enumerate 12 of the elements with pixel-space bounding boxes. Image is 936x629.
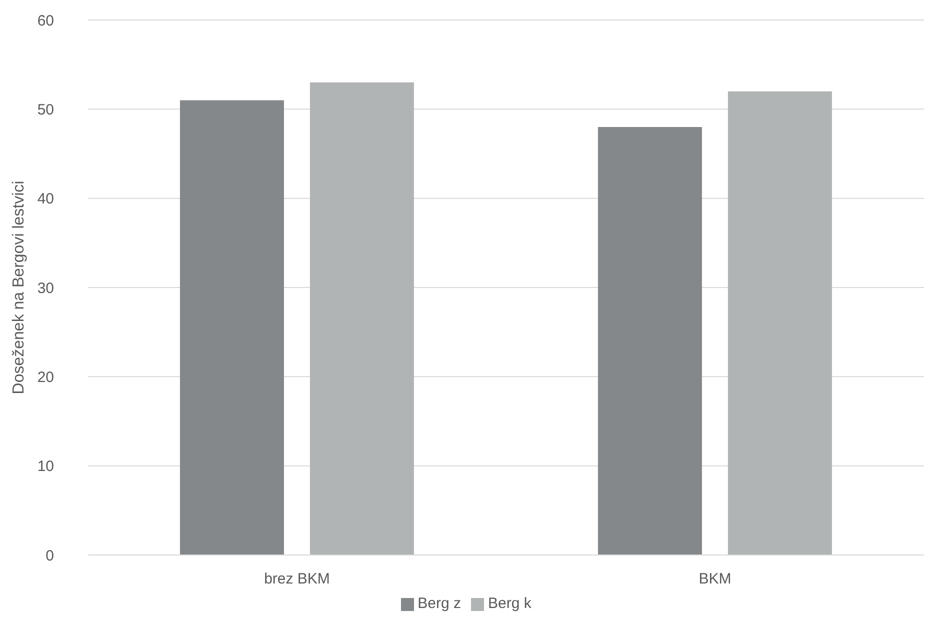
y-tick-label: 30 [37,280,54,297]
y-tick-label: 20 [37,368,54,386]
x-tick-label: BKM [698,570,732,588]
y-tick-label: 60 [37,12,54,30]
y-tick-label: 40 [37,190,54,208]
x-tick-label: brez BKM [264,570,330,588]
y-tick-label: 50 [37,101,54,118]
legend-label: Berg z [418,595,461,612]
y-tick-label: 0 [46,547,54,564]
y-tick-label: 10 [37,458,54,476]
legend-label: Berg k [488,595,532,612]
y-axis-title: Doseženek na Bergovi lestvici [10,180,28,394]
